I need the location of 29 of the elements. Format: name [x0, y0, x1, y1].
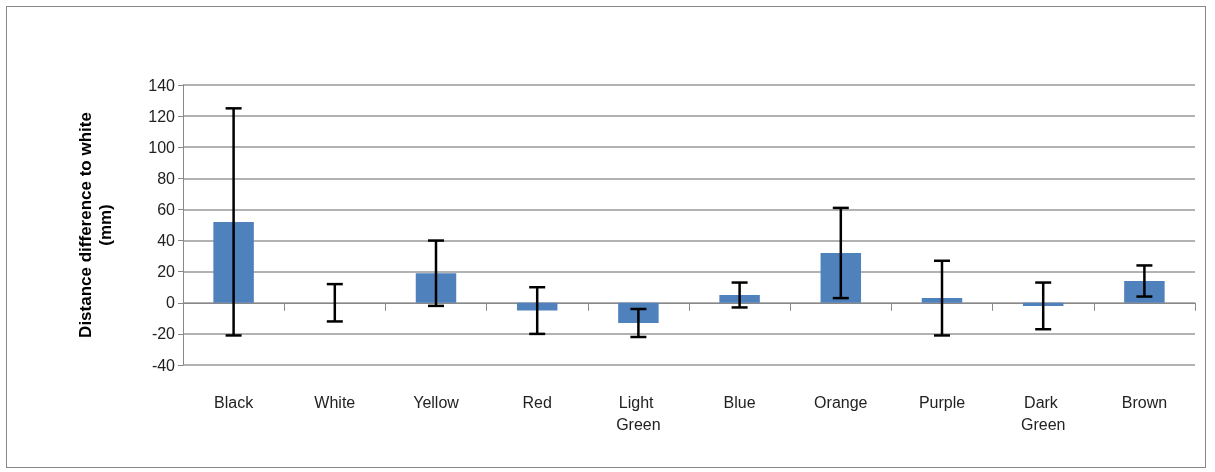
y-tick-label: -20	[151, 325, 176, 343]
y-tick-label: 140	[148, 76, 176, 94]
x-tick-label: Red	[522, 393, 552, 411]
bar	[516, 302, 558, 311]
bar	[921, 298, 963, 303]
y-tick-label: 20	[157, 263, 176, 281]
bar	[1022, 302, 1064, 306]
x-tick-label: Light Green	[616, 393, 661, 433]
y-tick-label: 100	[148, 138, 176, 156]
y-tick-label: -40	[151, 356, 176, 374]
x-tick-label: Brown	[1121, 393, 1168, 411]
y-axis-title: Distance difference to white (mm)	[75, 112, 115, 338]
x-tick-label: Orange	[814, 393, 868, 411]
y-tick-label: 120	[148, 107, 176, 125]
x-tick-label: Dark Green	[1020, 393, 1066, 433]
y-tick-label: 60	[157, 200, 176, 218]
x-tick-label: Yellow	[413, 393, 460, 411]
y-tick-label: 40	[157, 232, 176, 250]
y-tick-label: 80	[157, 169, 176, 187]
bar	[415, 273, 457, 303]
x-tick-label: Black	[214, 393, 255, 411]
bar	[719, 295, 760, 303]
x-tick-label: Blue	[723, 393, 756, 411]
bar	[618, 302, 659, 323]
x-tick-label: Purple	[918, 393, 966, 411]
y-tick-label: 0	[166, 294, 176, 312]
bar	[213, 221, 254, 303]
x-tick-label: White	[314, 393, 356, 411]
bar	[820, 253, 862, 303]
